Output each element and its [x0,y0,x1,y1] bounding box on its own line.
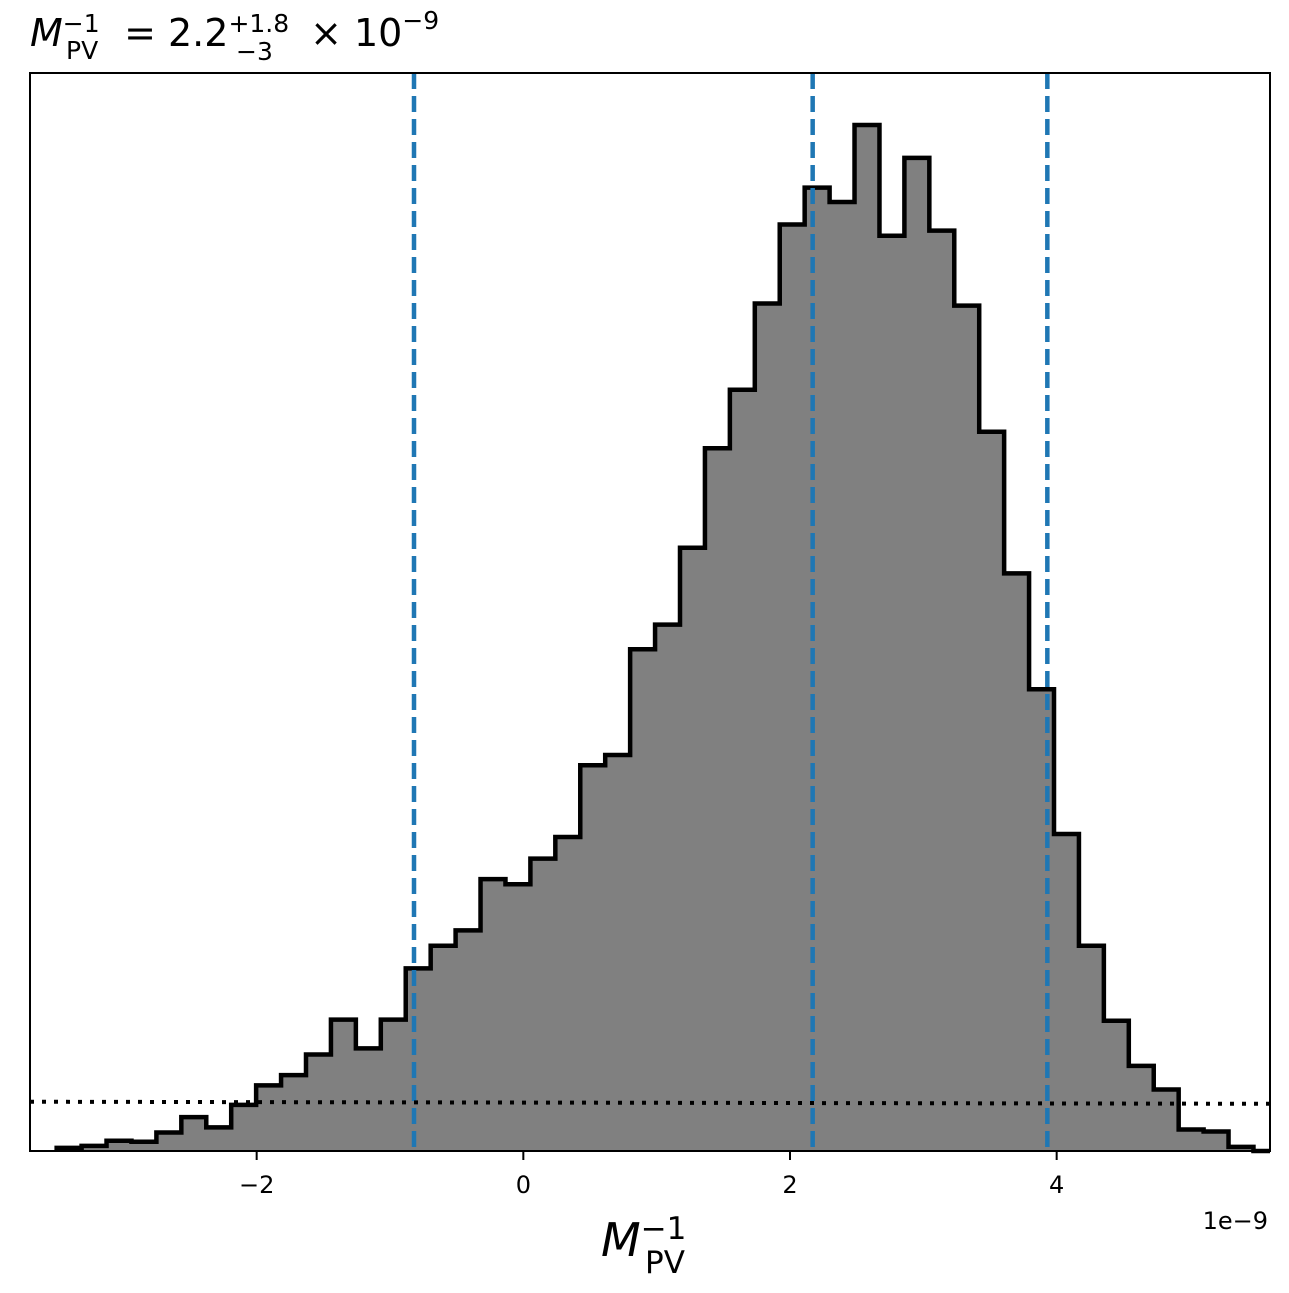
x-tick-label: 0 [516,1171,531,1199]
title-minus-err: −3 [236,37,273,66]
x-tick-label: −2 [239,1171,274,1199]
chart-title: M−1 PV = 2.2+1.8 −3 × 10−9 [30,6,439,66]
histogram-bin [704,448,731,1151]
histogram-bin [1153,1089,1180,1151]
histogram-bin [655,624,681,1151]
title-value: 2.2 [168,11,228,55]
histogram-bin [156,1132,182,1151]
axes-frame [29,72,1271,1152]
x-tick-label: 4 [1049,1171,1064,1199]
histogram-bin [530,858,556,1151]
x-axis-label: M−1 PV [601,1211,686,1281]
x-offset-label: 1e−9 [1203,1207,1268,1235]
title-sub: PV [66,36,98,65]
histogram-bin [131,1141,157,1151]
histogram-bin [1178,1129,1205,1151]
histogram-bin [1078,945,1105,1151]
histogram-bin [754,303,781,1151]
histogram-bin [555,837,581,1151]
xlabel-symbol: M [601,1213,641,1267]
title-plus-err: +1.8 [228,9,289,38]
histogram-bin [106,1140,132,1151]
title-sup: −1 [63,9,100,38]
histogram-bin [1029,689,1055,1151]
histogram-bin [804,187,831,1151]
histogram-bin [580,765,606,1151]
histogram-bin [630,649,656,1151]
histogram-bin [729,389,756,1151]
histogram-bin [929,230,955,1152]
xlabel-sub: PV [645,1245,685,1281]
histogram-bars [56,125,1254,1152]
title-times: × 10 [298,11,402,55]
histogram-bin [879,235,905,1152]
histogram-bin [455,930,482,1151]
histogram-bin [405,968,432,1151]
histogram-bin [81,1145,108,1151]
x-axis-ticks: −2 0 2 4 [239,1151,1064,1199]
histogram-bin [1054,833,1080,1151]
histogram-bin [680,547,706,1151]
histogram-bin [231,1104,257,1151]
histogram-bin [181,1117,207,1151]
histogram-bin [829,201,856,1151]
histogram-bin [430,945,457,1151]
histogram-bin [380,1019,407,1151]
histogram-outline [54,122,1270,1154]
histogram-bin [256,1085,282,1151]
histogram-bin [1203,1131,1230,1151]
histogram-bin [206,1127,232,1151]
title-equals: = [112,11,168,55]
x-tick-label: 2 [782,1171,797,1199]
histogram-bin [605,754,631,1151]
histogram-bin [281,1075,307,1151]
credible-interval-lines [411,73,1050,1151]
histogram-bin [854,125,880,1151]
histogram-bin [1128,1065,1155,1151]
histogram-bin [1103,1020,1130,1151]
histogram-bin [1004,573,1030,1151]
histogram-bin [505,884,531,1151]
histogram-bin [904,157,930,1151]
title-exp: −9 [402,6,439,35]
histogram-bin [954,305,980,1151]
xlabel-sup: −1 [641,1211,687,1247]
prior-line [29,1099,1271,1106]
histogram-bin [779,224,806,1152]
histogram-bin [355,1048,382,1151]
title-symbol: M [30,11,63,55]
histogram-bin [330,1019,357,1151]
histogram-bin [480,879,506,1151]
histogram-bin [979,431,1005,1151]
